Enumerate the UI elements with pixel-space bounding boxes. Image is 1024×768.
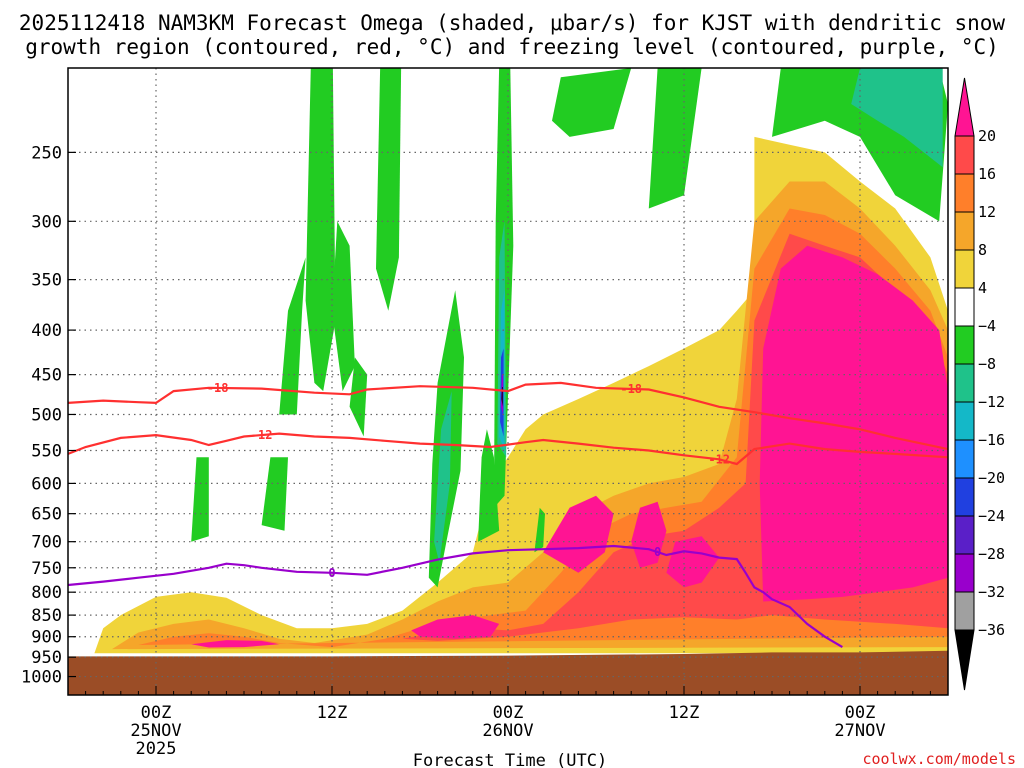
ground-fill bbox=[68, 650, 948, 695]
omega-region-9 bbox=[666, 536, 720, 588]
colorbar-label-13: −36 bbox=[978, 621, 1005, 639]
x-tick-label-40-1: 27NOV bbox=[834, 721, 885, 741]
colorbar-label-12: −32 bbox=[978, 583, 1005, 601]
colorbar-bin-6 bbox=[954, 325, 975, 365]
y-tick-label-850: 850 bbox=[31, 606, 62, 626]
colorbar-label-10: −24 bbox=[978, 507, 1005, 525]
colorbar-bin-9 bbox=[954, 439, 975, 479]
y-tick-label-450: 450 bbox=[31, 366, 62, 386]
colorbar-label-6: −8 bbox=[978, 355, 996, 373]
omega-region-12 bbox=[279, 257, 306, 415]
omega-region-6 bbox=[411, 615, 500, 639]
omega-region-22 bbox=[648, 68, 702, 209]
grid-layer bbox=[68, 68, 948, 695]
y-tick-label-800: 800 bbox=[31, 583, 62, 603]
x-axis-label: Forecast Time (UTC) bbox=[413, 751, 607, 768]
colorbar-label-4: 4 bbox=[978, 279, 987, 297]
omega-region-11 bbox=[261, 457, 288, 531]
y-tick-label-550: 550 bbox=[31, 442, 62, 462]
omega-region-18 bbox=[478, 429, 500, 542]
omega-region-10 bbox=[191, 457, 209, 542]
colorbar-bin-14 bbox=[954, 629, 975, 691]
colorbar-label-3: 8 bbox=[978, 241, 987, 259]
y-tick-label-600: 600 bbox=[31, 474, 62, 494]
contour-line-0 bbox=[68, 544, 843, 649]
colorbar-bin-10 bbox=[954, 477, 975, 517]
contour-label--12-2: -12 bbox=[251, 428, 273, 442]
contour-label-0-5: 0 bbox=[654, 545, 661, 559]
x-tick-label-0-1: 25NOV bbox=[130, 721, 181, 741]
colorbar-bin-2 bbox=[954, 173, 975, 213]
y-tick-label-700: 700 bbox=[31, 533, 62, 553]
contour-label-0-4: 0 bbox=[328, 566, 335, 580]
omega-region-7 bbox=[543, 495, 614, 573]
x-tick-label-30-0: 12Z bbox=[669, 703, 700, 723]
colorbar-label-11: −28 bbox=[978, 545, 1005, 563]
y-tick-label-750: 750 bbox=[31, 559, 62, 579]
colorbar-label-2: 12 bbox=[978, 203, 996, 221]
omega-region-14 bbox=[332, 221, 355, 392]
omega-region-16 bbox=[349, 357, 368, 437]
colorbar-label-8: −16 bbox=[978, 431, 1005, 449]
y-tick-label-250: 250 bbox=[31, 143, 62, 163]
y-tick-label-400: 400 bbox=[31, 321, 62, 341]
colorbar-bin-4 bbox=[954, 249, 975, 289]
x-tick-label-20-1: 26NOV bbox=[482, 721, 533, 741]
y-axis: 2503003504004505005506006507007508008509… bbox=[21, 143, 76, 688]
contour-line--18 bbox=[68, 381, 948, 451]
colorbar-bin-11 bbox=[954, 515, 975, 555]
x-tick-label-0-0: 00Z bbox=[141, 703, 172, 723]
x-tick-label-0-2: 2025 bbox=[136, 739, 177, 759]
omega-region-4 bbox=[759, 245, 948, 602]
omega-region-24 bbox=[851, 68, 943, 168]
colorbar-label-1: 16 bbox=[978, 165, 996, 183]
colorbar-bin-1 bbox=[954, 135, 975, 175]
colorbar-label-0: 20 bbox=[978, 127, 996, 145]
y-tick-label-950: 950 bbox=[31, 648, 62, 668]
omega-region-13 bbox=[305, 68, 336, 392]
chart-title-line2: growth region (contoured, red, °C) and f… bbox=[25, 35, 999, 59]
colorbar-bin-7 bbox=[954, 363, 975, 403]
colorbar: 20 16 12 8 4 −4 −8 −12 −16 −20 −24 −28 −32 −36 bbox=[954, 77, 1005, 691]
omega-shading bbox=[94, 68, 948, 654]
omega-region-21 bbox=[552, 68, 632, 137]
omega-region-27 bbox=[434, 391, 452, 563]
x-tick-label-40-0: 00Z bbox=[845, 703, 876, 723]
omega-region-30 bbox=[501, 387, 503, 407]
y-tick-label-1000: 1000 bbox=[21, 668, 62, 688]
contour-label--18-0: -18 bbox=[207, 381, 229, 395]
contour-layer: -18 -18 -12 -12 0 0 bbox=[68, 381, 948, 649]
chart-title-line1: 2025112418 NAM3KM Forecast Omega (shaded… bbox=[19, 11, 1006, 35]
y-tick-label-900: 900 bbox=[31, 628, 62, 648]
x-tick-label-10-0: 12Z bbox=[317, 703, 348, 723]
colorbar-bin-0 bbox=[954, 77, 975, 137]
colorbar-bin-3 bbox=[954, 211, 975, 251]
y-tick-label-300: 300 bbox=[31, 212, 62, 232]
contour-label--12-3: -12 bbox=[708, 452, 730, 466]
x-tick-label-20-0: 00Z bbox=[493, 703, 524, 723]
colorbar-bin-12 bbox=[954, 553, 975, 593]
y-tick-label-500: 500 bbox=[31, 405, 62, 425]
contour-line--12 bbox=[68, 432, 948, 466]
colorbar-label-9: −20 bbox=[978, 469, 1005, 487]
credit-text: coolwx.com/models bbox=[862, 750, 1016, 768]
colorbar-bin-13 bbox=[954, 591, 975, 631]
contour-label--18-1: -18 bbox=[620, 382, 642, 396]
omega-region-15 bbox=[376, 68, 402, 311]
colorbar-bin-8 bbox=[954, 401, 975, 441]
colorbar-bin-5 bbox=[954, 287, 975, 327]
y-tick-label-350: 350 bbox=[31, 271, 62, 291]
ground-layer bbox=[68, 650, 948, 695]
colorbar-label-7: −12 bbox=[978, 393, 1005, 411]
y-tick-label-650: 650 bbox=[31, 505, 62, 525]
colorbar-label-5: −4 bbox=[978, 317, 996, 335]
omega-region-5 bbox=[191, 640, 280, 648]
